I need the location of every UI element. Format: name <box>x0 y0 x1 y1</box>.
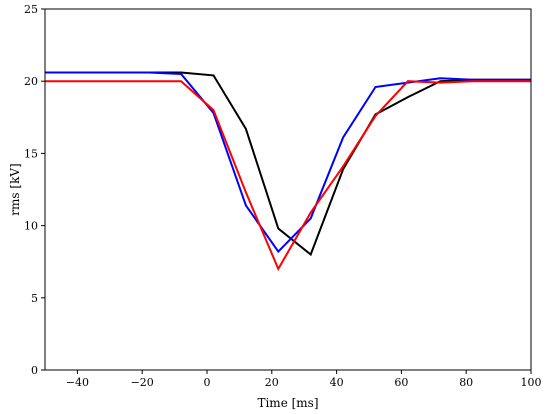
axis-ticks: −40 −20 0 20 40 60 80 100 0 5 10 15 20 25 <box>24 3 542 389</box>
series-line-1 <box>45 71 531 257</box>
x-tick-label: 60 <box>394 376 408 389</box>
x-tick-label: 20 <box>265 376 279 389</box>
x-tick-label: 40 <box>330 376 344 389</box>
x-tick-label: 80 <box>459 376 473 389</box>
y-tick-label: 5 <box>31 292 38 305</box>
y-tick-label: 25 <box>24 3 38 16</box>
series-line-2 <box>45 71 531 254</box>
y-tick-label: 0 <box>31 364 38 377</box>
x-axis-label: Time [ms] <box>257 396 318 410</box>
x-tick-label: −40 <box>66 376 89 389</box>
y-axis-label: rms [kV] <box>8 163 22 215</box>
x-tick-label: 0 <box>204 376 211 389</box>
x-tick-label: −20 <box>131 376 154 389</box>
plot-area <box>45 71 531 272</box>
y-tick-label: 20 <box>24 75 38 88</box>
y-tick-label: 10 <box>24 220 38 233</box>
y-tick-label: 15 <box>24 147 38 160</box>
plot-frame <box>44 8 532 371</box>
x-tick-label: 100 <box>521 376 542 389</box>
series-line-3 <box>45 80 531 272</box>
